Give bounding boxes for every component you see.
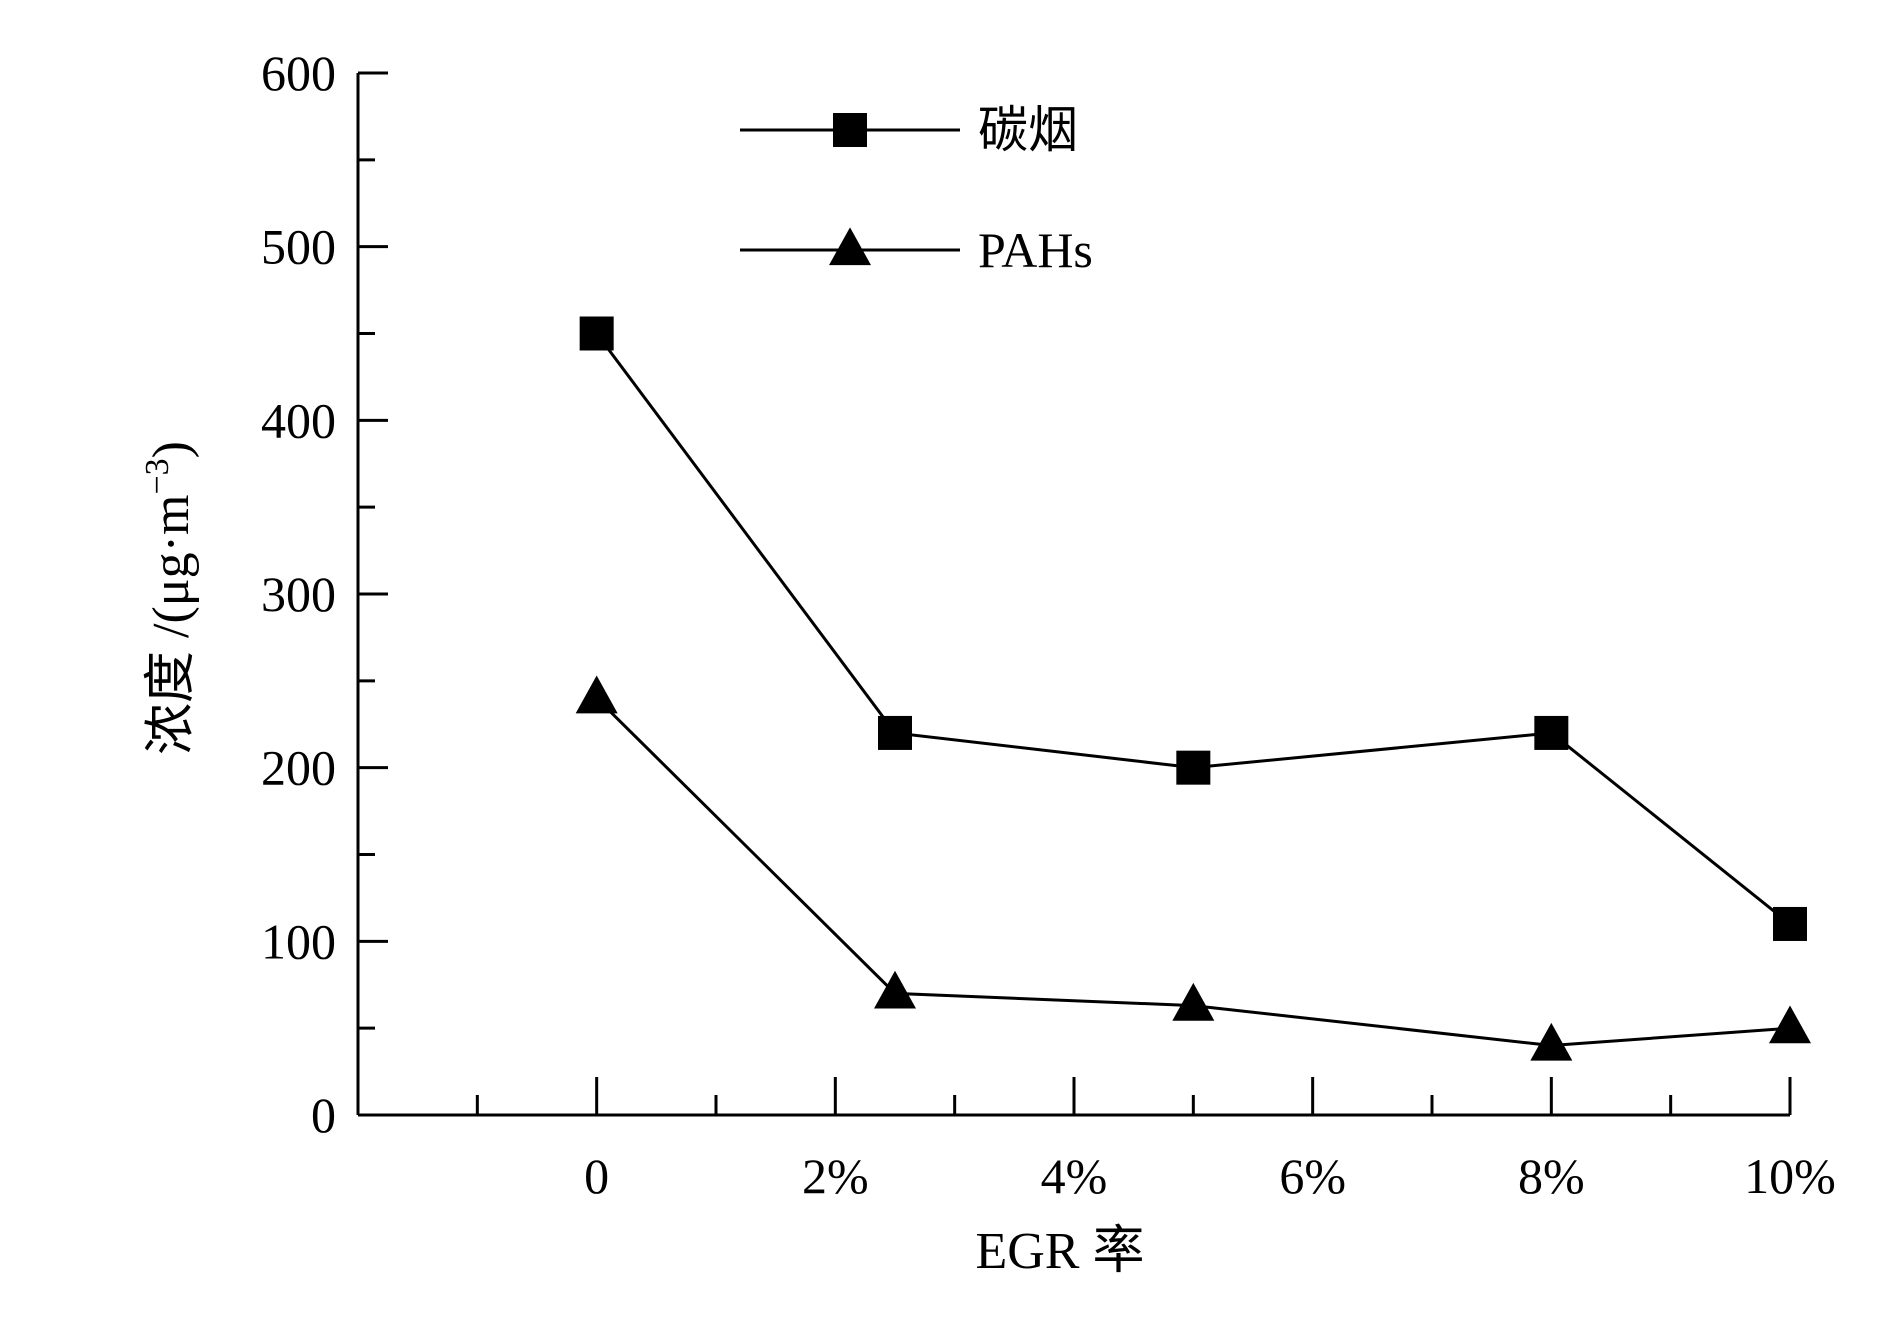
y-tick-label: 200 — [261, 740, 336, 796]
x-axis-title: EGR 率 — [975, 1223, 1144, 1280]
series-2 — [575, 675, 1811, 1061]
data-point-square — [1534, 715, 1569, 750]
data-point-square — [1176, 750, 1211, 785]
x-tick-label: 10% — [1744, 1148, 1836, 1204]
x-tick-label: 6% — [1279, 1148, 1346, 1204]
data-point-triangle — [1172, 982, 1215, 1021]
data-point-square — [579, 316, 614, 351]
axes: 0 100 200 300 400 500 600 0 2% 4% 6% 8% 10% — [261, 45, 1836, 1204]
x-tick-label: 0 — [584, 1148, 609, 1204]
y-tick-label: 600 — [261, 45, 336, 101]
legend-label: 碳烟 — [978, 102, 1078, 158]
data-point-square — [1773, 906, 1807, 941]
y-axis-title: 浓度 /(μg·m−3) — [139, 441, 200, 755]
y-tick-label: 100 — [261, 913, 336, 969]
legend-marker-square — [833, 113, 867, 147]
data-point-triangle — [1769, 1005, 1811, 1044]
y-tick-label: 500 — [261, 219, 336, 275]
x-tick-label: 8% — [1518, 1148, 1585, 1204]
legend: 碳烟 PAHs — [740, 102, 1093, 278]
series-line — [595, 332, 1791, 926]
series-1 — [579, 316, 1807, 941]
y-tick-label: 400 — [261, 392, 336, 448]
y-axis-title-superscript: −3 — [139, 458, 176, 494]
series-layer — [575, 316, 1811, 1061]
data-point-triangle — [874, 970, 916, 1009]
legend-marker-triangle — [829, 227, 871, 266]
x-tick-label: 4% — [1041, 1148, 1108, 1204]
data-point-square — [878, 715, 912, 750]
legend-entry-1: 碳烟 — [740, 102, 1078, 158]
x-tick-label: 2% — [802, 1148, 869, 1204]
y-axis-title-main: 浓度 /(μg·m — [143, 495, 200, 755]
data-point-triangle — [1530, 1022, 1573, 1061]
y-tick-label: 300 — [261, 566, 336, 622]
legend-entry-2: PAHs — [740, 222, 1093, 278]
legend-label: PAHs — [978, 222, 1093, 278]
y-axis-title-close: ) — [143, 441, 200, 458]
data-point-triangle — [575, 675, 618, 714]
y-tick-label: 0 — [311, 1087, 336, 1143]
